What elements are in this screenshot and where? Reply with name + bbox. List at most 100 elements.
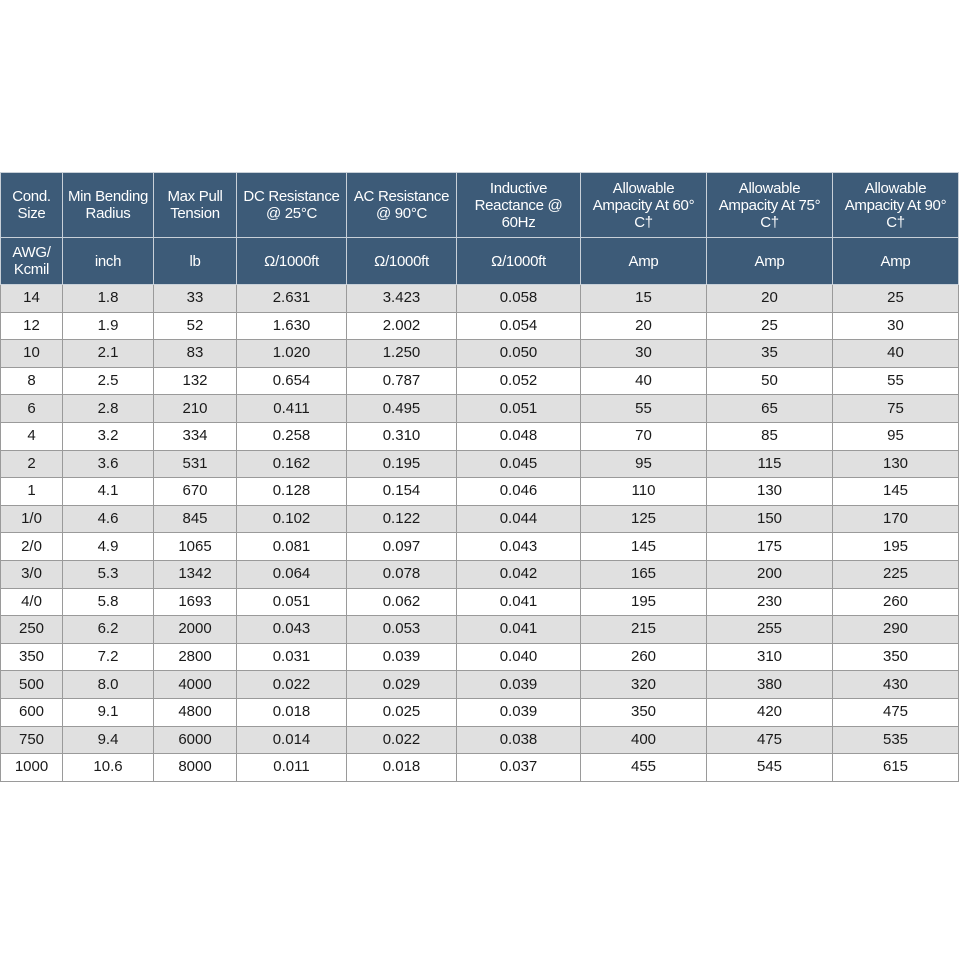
cell: 4.1 — [62, 477, 154, 506]
cell: 255 — [706, 615, 833, 644]
cell: 0.042 — [456, 559, 581, 589]
cell: 55 — [580, 394, 707, 423]
cell: 0.411 — [236, 394, 347, 423]
cell: 0.102 — [236, 504, 347, 534]
table-body: 14 1.8 33 2.631 3.423 0.058 15 20 25 12 1.9 52 1.630… — [0, 284, 959, 782]
cell: 20 — [580, 311, 707, 341]
data-row: 12 1.9 52 1.630 2.002 0.054 20 25 30 — [0, 311, 959, 341]
cell: 0.051 — [456, 394, 581, 423]
cell: 3.423 — [346, 284, 457, 313]
cell: 0.162 — [236, 449, 347, 479]
cell: 0.064 — [236, 559, 347, 589]
cell: 1000 — [0, 753, 63, 782]
cell: 400 — [580, 725, 707, 755]
cell: 1065 — [153, 532, 237, 561]
cell: 225 — [832, 559, 959, 589]
cell: 290 — [832, 615, 959, 644]
cell: 1.630 — [236, 311, 347, 341]
header-cell: lb — [153, 237, 237, 285]
header-cell: Allowable Ampacity At 60° C† — [580, 172, 707, 238]
table-head: Cond. Size Min Bending Radius Max Pull Ten… — [0, 172, 959, 285]
cell: 14 — [0, 284, 63, 313]
cell: 430 — [832, 670, 959, 699]
cell: 2.5 — [62, 366, 154, 396]
header-cell: Amp — [832, 237, 959, 285]
data-row: 8 2.5 132 0.654 0.787 0.052 40 50 55 — [0, 366, 959, 396]
cell: 1.9 — [62, 311, 154, 341]
header-cell: Min Bending Radius — [62, 172, 154, 238]
cell: 455 — [580, 753, 707, 782]
cell: 12 — [0, 311, 63, 341]
cell: 30 — [832, 311, 959, 341]
cell: 0.078 — [346, 559, 457, 589]
cell: 0.043 — [236, 615, 347, 644]
cell: 35 — [706, 339, 833, 368]
cell: 0.038 — [456, 725, 581, 755]
header-cell: Amp — [706, 237, 833, 285]
cell: 195 — [832, 532, 959, 561]
cell: 25 — [706, 311, 833, 341]
cell: 0.041 — [456, 587, 581, 617]
cell: 0.054 — [456, 311, 581, 341]
cell: 6000 — [153, 725, 237, 755]
cell: 0.025 — [346, 697, 457, 727]
cell: 230 — [706, 587, 833, 617]
cell: 475 — [706, 725, 833, 755]
cell: 0.031 — [236, 642, 347, 672]
cell: 175 — [706, 532, 833, 561]
data-row: 500 8.0 4000 0.022 0.029 0.039 320 380 430 — [0, 670, 959, 699]
data-row: 350 7.2 2800 0.031 0.039 0.040 260 310 350 — [0, 642, 959, 672]
spec-table: Cond. Size Min Bending Radius Max Pull Ten… — [0, 172, 959, 782]
cell: 52 — [153, 311, 237, 341]
cell: 150 — [706, 504, 833, 534]
cell: 70 — [580, 421, 707, 451]
cell: 0.029 — [346, 670, 457, 699]
data-row: 2/0 4.9 1065 0.081 0.097 0.043 145 175 195 — [0, 532, 959, 561]
data-row: 10 2.1 83 1.020 1.250 0.050 30 35 40 — [0, 339, 959, 368]
cell: 2.631 — [236, 284, 347, 313]
header-cell: AWG/ Kcmil — [0, 237, 63, 285]
cell: 0.039 — [456, 697, 581, 727]
cell: 3/0 — [0, 559, 63, 589]
cell: 260 — [580, 642, 707, 672]
header-row: Cond. Size Min Bending Radius Max Pull Ten… — [0, 172, 959, 238]
header-cell: Allowable Ampacity At 90° C† — [832, 172, 959, 238]
cell: 6 — [0, 394, 63, 423]
cell: 1/0 — [0, 504, 63, 534]
cell: 350 — [832, 642, 959, 672]
cell: 8000 — [153, 753, 237, 782]
cell: 95 — [832, 421, 959, 451]
cell: 0.045 — [456, 449, 581, 479]
data-row: 250 6.2 2000 0.043 0.053 0.041 215 255 290 — [0, 615, 959, 644]
cell: 545 — [706, 753, 833, 782]
cell: 600 — [0, 697, 63, 727]
cell: 0.052 — [456, 366, 581, 396]
cell: 145 — [832, 477, 959, 506]
cell: 2000 — [153, 615, 237, 644]
cell: 0.044 — [456, 504, 581, 534]
cell: 0.018 — [236, 697, 347, 727]
cell: 4000 — [153, 670, 237, 699]
header-cell: Ω/1000ft — [456, 237, 581, 285]
cell: 40 — [832, 339, 959, 368]
header-cell: inch — [62, 237, 154, 285]
cell: 260 — [832, 587, 959, 617]
cell: 4 — [0, 421, 63, 451]
cell: 130 — [706, 477, 833, 506]
cell: 1.250 — [346, 339, 457, 368]
cell: 33 — [153, 284, 237, 313]
header-cell: Amp — [580, 237, 707, 285]
cell: 0.048 — [456, 421, 581, 451]
cell: 9.4 — [62, 725, 154, 755]
cell: 1 — [0, 477, 63, 506]
data-row: 1/0 4.6 845 0.102 0.122 0.044 125 150 170 — [0, 504, 959, 534]
cell: 250 — [0, 615, 63, 644]
header-cell: Ω/1000ft — [236, 237, 347, 285]
cell: 125 — [580, 504, 707, 534]
cell: 0.128 — [236, 477, 347, 506]
cell: 2800 — [153, 642, 237, 672]
cell: 7.2 — [62, 642, 154, 672]
cell: 0.122 — [346, 504, 457, 534]
cell: 1342 — [153, 559, 237, 589]
